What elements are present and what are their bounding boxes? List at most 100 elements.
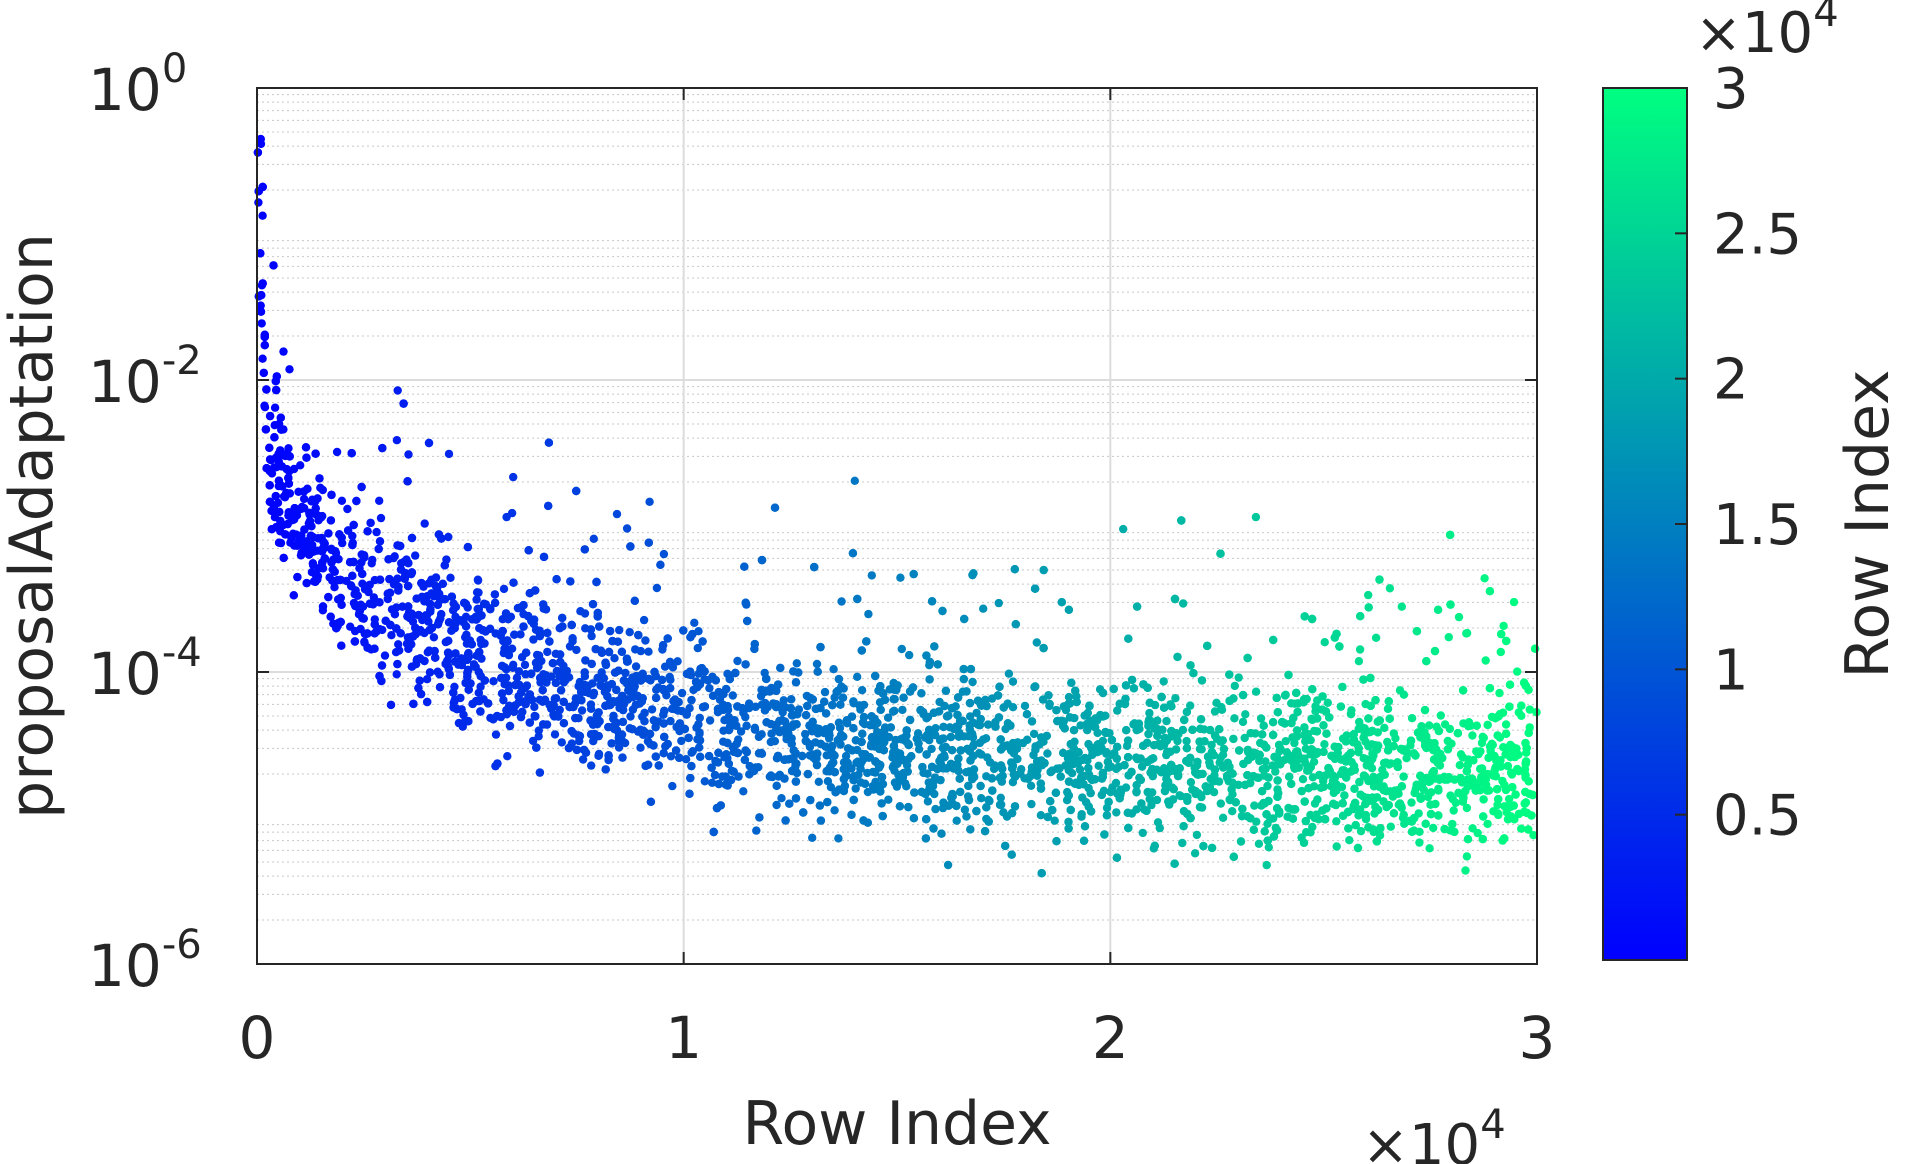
scatter-point bbox=[578, 755, 588, 764]
scatter-point bbox=[965, 712, 975, 721]
scatter-point bbox=[1008, 677, 1018, 686]
scatter-point bbox=[601, 765, 610, 774]
scatter-point bbox=[1004, 669, 1014, 678]
scatter-point bbox=[816, 816, 826, 825]
scatter-point bbox=[1008, 761, 1018, 770]
scatter-point bbox=[827, 751, 837, 760]
scatter-point bbox=[695, 728, 704, 737]
scatter-point bbox=[1050, 816, 1059, 825]
scatter-point bbox=[841, 751, 851, 761]
scatter-point bbox=[1284, 670, 1293, 680]
scatter-point bbox=[960, 805, 970, 814]
scatter-point bbox=[438, 579, 447, 588]
scatter-point bbox=[851, 784, 860, 793]
scatter-point bbox=[1417, 781, 1427, 791]
scatter-point bbox=[592, 577, 601, 587]
scatter-point bbox=[956, 746, 965, 755]
scatter-point bbox=[615, 703, 624, 713]
scatter-point bbox=[1416, 771, 1425, 780]
scatter-point bbox=[437, 534, 446, 543]
scatter-point bbox=[685, 789, 694, 798]
scatter-point bbox=[476, 707, 485, 716]
scatter-point bbox=[328, 576, 337, 585]
scatter-point bbox=[1261, 757, 1270, 766]
scatter-point bbox=[354, 610, 364, 619]
scatter-point bbox=[1491, 763, 1500, 772]
scatter-point bbox=[451, 649, 460, 658]
scatter-point bbox=[617, 647, 627, 656]
scatter-point bbox=[1259, 721, 1268, 730]
scatter-point bbox=[1064, 817, 1073, 827]
scatter-point bbox=[1022, 710, 1032, 719]
scatter-point bbox=[660, 732, 669, 742]
scatter-point bbox=[1145, 794, 1155, 804]
scatter-point bbox=[790, 766, 799, 775]
scatter-point bbox=[1032, 638, 1042, 647]
scatter-point bbox=[954, 766, 963, 776]
scatter-point bbox=[285, 452, 294, 461]
scatter-point bbox=[1001, 841, 1010, 851]
scatter-point bbox=[939, 734, 948, 743]
scatter-point bbox=[754, 749, 764, 758]
scatter-point bbox=[765, 687, 774, 696]
scatter-point bbox=[897, 644, 906, 654]
scatter-point bbox=[587, 631, 596, 641]
scatter-point bbox=[539, 600, 548, 609]
scatter-point bbox=[666, 675, 675, 684]
scatter-point bbox=[1395, 686, 1405, 695]
scatter-point bbox=[1090, 775, 1100, 784]
scatter-point bbox=[463, 542, 473, 552]
scatter-point bbox=[859, 816, 868, 825]
scatter-point bbox=[1103, 757, 1113, 767]
scatter-point bbox=[743, 616, 752, 626]
scatter-point bbox=[1143, 787, 1153, 797]
scatter-point bbox=[1497, 629, 1506, 639]
scatter-point bbox=[1179, 822, 1188, 831]
scatter-point bbox=[1225, 670, 1234, 679]
scatter-point bbox=[304, 550, 314, 559]
scatter-point bbox=[984, 817, 993, 826]
scatter-point bbox=[898, 772, 908, 782]
scatter-point bbox=[708, 672, 717, 682]
scatter-point bbox=[462, 630, 471, 640]
scatter-point bbox=[257, 319, 266, 328]
scatter-point bbox=[1338, 682, 1347, 692]
scatter-point bbox=[348, 571, 357, 580]
scatter-point bbox=[876, 787, 885, 796]
scatter-point bbox=[778, 701, 787, 710]
scatter-point bbox=[873, 728, 882, 737]
scatter-point bbox=[626, 712, 635, 721]
scatter-point bbox=[1262, 860, 1271, 870]
scatter-point bbox=[521, 648, 531, 657]
scatter-point bbox=[1409, 826, 1419, 835]
scatter-point bbox=[1124, 634, 1133, 643]
scatter-point bbox=[791, 678, 801, 687]
scatter-point bbox=[348, 540, 357, 550]
scatter-point bbox=[1311, 702, 1320, 711]
scatter-point bbox=[1449, 806, 1458, 815]
scatter-point bbox=[871, 768, 880, 777]
scatter-point bbox=[1269, 635, 1278, 645]
scatter-point bbox=[572, 645, 581, 655]
scatter-point bbox=[1429, 823, 1438, 833]
scatter-point bbox=[921, 733, 930, 742]
scatter-point bbox=[1194, 789, 1203, 798]
scatter-point bbox=[534, 651, 544, 660]
scatter-point bbox=[1416, 794, 1426, 803]
scatter-point bbox=[324, 592, 333, 602]
scatter-point bbox=[1251, 512, 1261, 522]
scatter-point bbox=[1359, 675, 1368, 684]
scatter-point bbox=[1243, 653, 1252, 663]
scatter-point bbox=[659, 549, 669, 559]
scatter-point bbox=[968, 570, 977, 580]
scatter-point bbox=[431, 653, 440, 662]
scatter-point bbox=[830, 806, 839, 815]
scatter-point bbox=[998, 771, 1007, 781]
scatter-point bbox=[1236, 837, 1246, 846]
scatter-point bbox=[1218, 813, 1228, 822]
scatter-point bbox=[909, 814, 919, 823]
scatter-point bbox=[444, 636, 453, 645]
scatter-point bbox=[1292, 747, 1302, 756]
scatter-point bbox=[1445, 530, 1455, 540]
scatter-point bbox=[468, 699, 477, 709]
